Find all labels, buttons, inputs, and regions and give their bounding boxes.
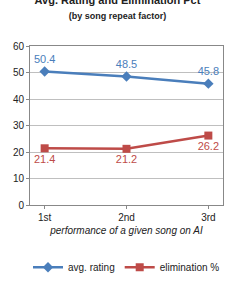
svg-text:0: 0 <box>18 200 24 211</box>
svg-text:50.4: 50.4 <box>34 53 55 65</box>
svg-text:60: 60 <box>13 41 25 52</box>
svg-text:21.2: 21.2 <box>116 153 137 165</box>
svg-text:48.5: 48.5 <box>116 58 137 70</box>
svg-text:avg. rating: avg. rating <box>68 262 115 273</box>
svg-text:45.8: 45.8 <box>198 65 219 77</box>
svg-text:elimination %: elimination % <box>160 262 220 273</box>
svg-text:21.4: 21.4 <box>34 153 55 165</box>
svg-text:3rd: 3rd <box>201 212 215 223</box>
svg-text:performance of a given song on: performance of a given song on AI <box>49 225 203 236</box>
svg-text:20: 20 <box>13 147 25 158</box>
svg-text:26.2: 26.2 <box>198 140 219 152</box>
svg-text:Avg. Rating and Elimination Pc: Avg. Rating and Elimination Pct(by song … <box>35 0 201 21</box>
svg-text:50: 50 <box>13 67 25 78</box>
svg-text:30: 30 <box>13 120 25 131</box>
svg-text:10: 10 <box>13 173 25 184</box>
svg-text:1st: 1st <box>38 212 52 223</box>
svg-text:40: 40 <box>13 94 25 105</box>
svg-text:2nd: 2nd <box>118 212 135 223</box>
